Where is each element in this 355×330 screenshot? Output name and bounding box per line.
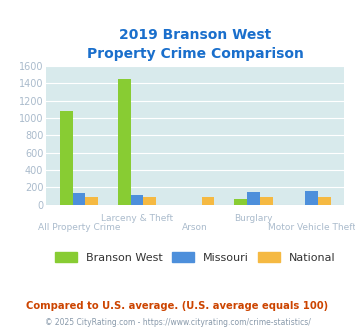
Text: Larceny & Theft: Larceny & Theft xyxy=(101,214,173,223)
Title: 2019 Branson West
Property Crime Comparison: 2019 Branson West Property Crime Compari… xyxy=(87,28,304,61)
Text: Compared to U.S. average. (U.S. average equals 100): Compared to U.S. average. (U.S. average … xyxy=(26,301,329,311)
Bar xyxy=(260,197,273,205)
Bar xyxy=(85,197,98,205)
Text: Motor Vehicle Theft: Motor Vehicle Theft xyxy=(268,223,355,232)
Legend: Branson West, Missouri, National: Branson West, Missouri, National xyxy=(55,252,335,263)
Text: © 2025 CityRating.com - https://www.cityrating.com/crime-statistics/: © 2025 CityRating.com - https://www.city… xyxy=(45,318,310,327)
Text: Burglary: Burglary xyxy=(234,214,273,223)
Text: All Property Crime: All Property Crime xyxy=(38,223,120,232)
Bar xyxy=(131,195,143,205)
Bar xyxy=(305,191,318,205)
Bar xyxy=(143,197,156,205)
Bar xyxy=(247,192,260,205)
Bar xyxy=(72,193,85,205)
Bar xyxy=(60,112,72,205)
Bar xyxy=(202,197,214,205)
Bar xyxy=(234,199,247,205)
Bar xyxy=(318,197,331,205)
Text: Arson: Arson xyxy=(182,223,208,232)
Bar xyxy=(118,79,131,205)
